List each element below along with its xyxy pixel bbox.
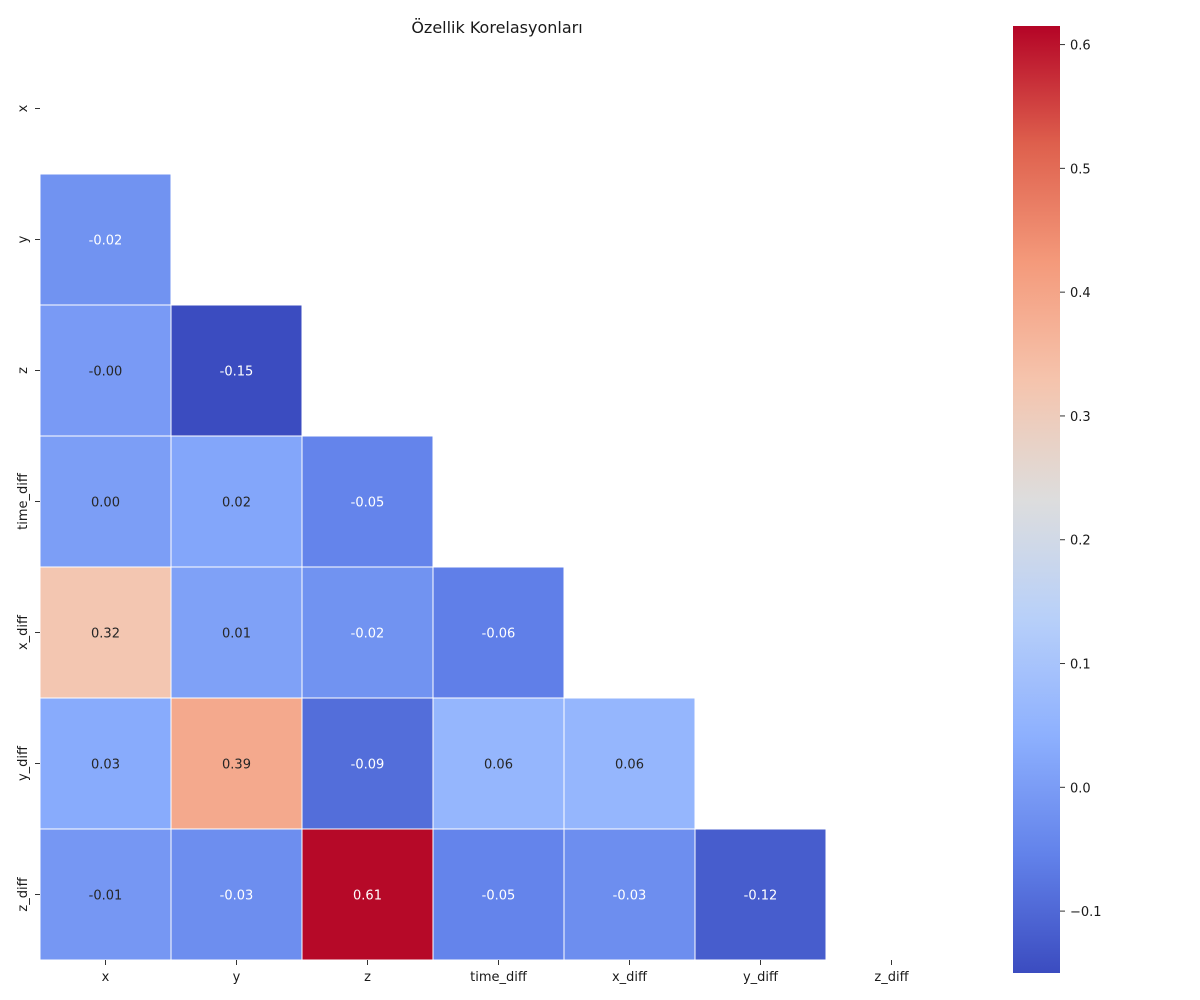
heatmap-cell — [563, 828, 696, 961]
x-tick-label: y — [233, 970, 241, 985]
cell-value-label: 0.03 — [91, 758, 120, 773]
heatmap-cell — [432, 828, 565, 961]
y-tick-label: x_diff — [16, 614, 31, 650]
heatmap-cell — [170, 828, 303, 961]
y-tick-label: z_diff — [16, 876, 31, 911]
y-tick-label: y — [16, 235, 31, 243]
heatmap-cell — [39, 304, 172, 437]
cell-value-label: 0.06 — [615, 758, 644, 773]
heatmap-cell — [694, 828, 827, 961]
heatmap-cell — [563, 697, 696, 830]
cell-value-label: -0.05 — [351, 496, 385, 511]
colorbar-tick-label: 0.2 — [1070, 534, 1091, 549]
y-tick-label: y_diff — [16, 745, 31, 781]
cell-value-label: -0.02 — [351, 627, 385, 642]
heatmap-cell — [170, 566, 303, 699]
colorbar-tick-label: 0.1 — [1070, 658, 1091, 673]
cell-value-label: -0.02 — [89, 234, 123, 249]
cell-value-label: 0.32 — [91, 627, 120, 642]
y-tick-label: x — [16, 104, 31, 112]
heatmap-cell — [432, 697, 565, 830]
x-tick-label: y_diff — [743, 970, 779, 985]
cell-value-label: 0.61 — [353, 889, 382, 904]
heatmap-cell — [39, 173, 172, 306]
cell-value-label: -0.00 — [89, 365, 123, 380]
heatmap-cell — [39, 435, 172, 568]
colorbar-tick-label: 0.5 — [1070, 162, 1091, 177]
colorbar-tick-label: −0.1 — [1070, 905, 1102, 920]
y-axis: x y z time_diff x_diff y_diff z_diff — [16, 104, 40, 912]
x-tick-label: x — [102, 970, 110, 985]
heatmap-cell — [170, 304, 303, 437]
colorbar-tick-label: 0.4 — [1070, 286, 1091, 301]
colorbar-ticks: −0.1 0.0 0.1 0.2 0.3 0.4 0.5 0.6 — [1060, 39, 1102, 920]
cell-value-label: -0.15 — [220, 365, 254, 380]
cell-value-label: 0.39 — [222, 758, 251, 773]
cell-value-label: -0.06 — [482, 627, 516, 642]
cell-value-label: -0.09 — [351, 758, 385, 773]
x-tick-label: z_diff — [874, 970, 909, 985]
cell-value-label: 0.00 — [91, 496, 120, 511]
colorbar: −0.1 0.0 0.1 0.2 0.3 0.4 0.5 0.6 — [1013, 26, 1102, 973]
x-tick-label: x_diff — [612, 970, 648, 985]
x-axis: x y z time_diff x_diff y_diff z_diff — [102, 960, 910, 985]
cell-value-label: -0.05 — [482, 889, 516, 904]
colorbar-gradient — [1013, 26, 1060, 973]
heatmap-cell — [301, 697, 434, 830]
cell-value-label: 0.02 — [222, 496, 251, 511]
colorbar-tick-label: 0.3 — [1070, 410, 1091, 425]
heatmap-cell — [301, 435, 434, 568]
y-tick-label: time_diff — [16, 472, 31, 530]
heatmap-cell — [301, 828, 434, 961]
colorbar-tick-label: 0.0 — [1070, 781, 1091, 796]
colorbar-tick-label: 0.6 — [1070, 39, 1091, 54]
cell-value-label: -0.03 — [613, 889, 647, 904]
heatmap-cells: -0.02 -0.00 -0.15 0.00 0.02 -0.05 0.32 0.01 -0.0… — [39, 173, 827, 961]
heatmap-cell — [170, 435, 303, 568]
heatmap-cell — [170, 697, 303, 830]
heatmap-cell — [432, 566, 565, 699]
x-tick-label: time_diff — [470, 970, 528, 985]
y-tick-label: z — [16, 367, 31, 374]
cell-value-label: 0.01 — [222, 627, 251, 642]
cell-value-label: -0.03 — [220, 889, 254, 904]
cell-value-label: -0.01 — [89, 889, 123, 904]
x-tick-label: z — [364, 970, 371, 985]
cell-value-label: 0.06 — [484, 758, 513, 773]
chart-title: Özellik Korelasyonları — [411, 18, 582, 37]
cell-value-label: -0.12 — [744, 889, 778, 904]
